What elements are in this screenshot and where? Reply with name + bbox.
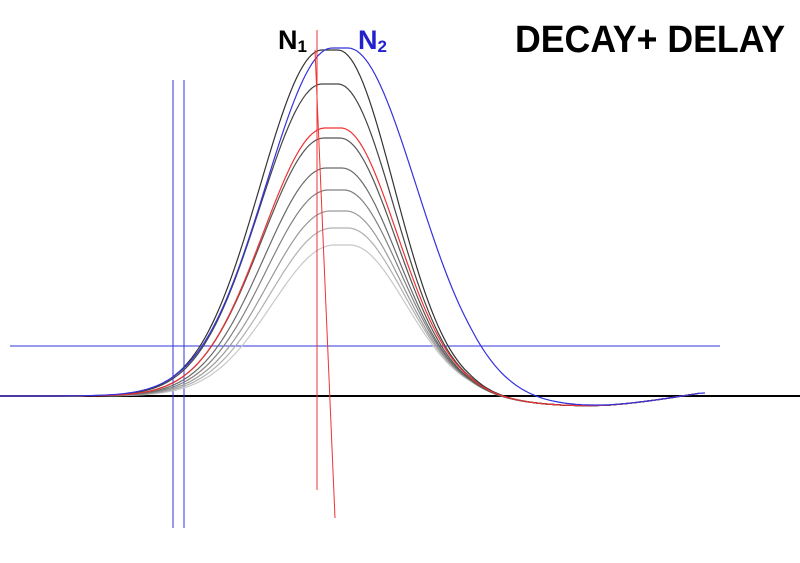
decay-curve	[0, 189, 700, 407]
decay-curve	[0, 244, 700, 407]
delayed-curve	[0, 47, 706, 406]
decay-curve	[0, 137, 700, 407]
decay-curve	[0, 167, 700, 407]
decay-curve	[0, 227, 700, 407]
n1-label: N1	[278, 25, 307, 56]
diagram-title: DECAY+ DELAY	[515, 19, 785, 61]
n2-label: N2	[358, 25, 387, 56]
n2-marker-line	[314, 49, 336, 519]
decay-curve	[0, 210, 700, 407]
red-curve	[0, 127, 700, 407]
decay-curves	[0, 47, 706, 407]
